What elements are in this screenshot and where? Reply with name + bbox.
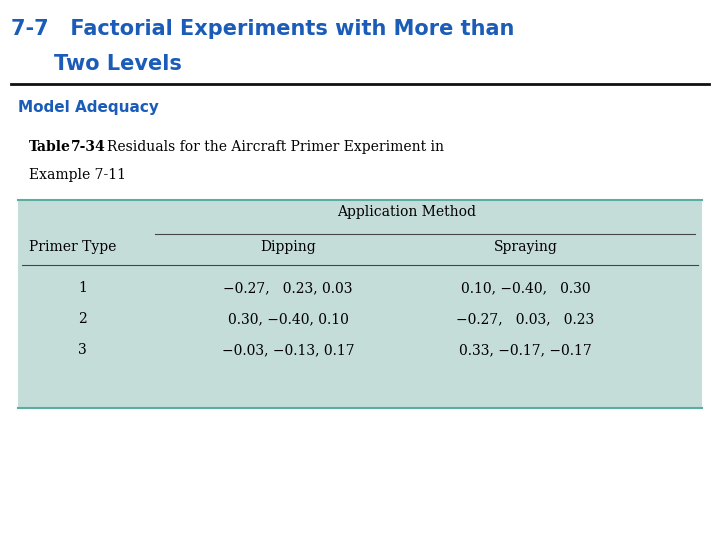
Text: 0.10, −0.40,   0.30: 0.10, −0.40, 0.30 <box>461 281 590 295</box>
Text: 0.30, −0.40, 0.10: 0.30, −0.40, 0.10 <box>228 312 348 326</box>
Text: Example 7-11: Example 7-11 <box>29 168 126 183</box>
Text: Spraying: Spraying <box>494 240 557 254</box>
Text: 3: 3 <box>78 343 87 357</box>
Text: Dipping: Dipping <box>260 240 316 254</box>
Text: Primer Type: Primer Type <box>29 240 116 254</box>
Text: 7-7   Factorial Experiments with More than: 7-7 Factorial Experiments with More than <box>11 19 514 39</box>
Text: 0.33, −0.17, −0.17: 0.33, −0.17, −0.17 <box>459 343 592 357</box>
Text: −0.27,   0.23, 0.03: −0.27, 0.23, 0.03 <box>223 281 353 295</box>
Text: 7-34: 7-34 <box>71 140 105 154</box>
Text: −0.27,   0.03,   0.23: −0.27, 0.03, 0.23 <box>456 312 595 326</box>
Text: 1: 1 <box>78 281 87 295</box>
Text: Residuals for the Aircraft Primer Experiment in: Residuals for the Aircraft Primer Experi… <box>107 140 444 154</box>
Text: Model Adequacy: Model Adequacy <box>18 100 159 115</box>
Text: Table: Table <box>29 140 71 154</box>
Text: −0.03, −0.13, 0.17: −0.03, −0.13, 0.17 <box>222 343 354 357</box>
Text: Two Levels: Two Levels <box>54 54 182 74</box>
Text: Application Method: Application Method <box>337 205 477 219</box>
Text: 2: 2 <box>78 312 87 326</box>
